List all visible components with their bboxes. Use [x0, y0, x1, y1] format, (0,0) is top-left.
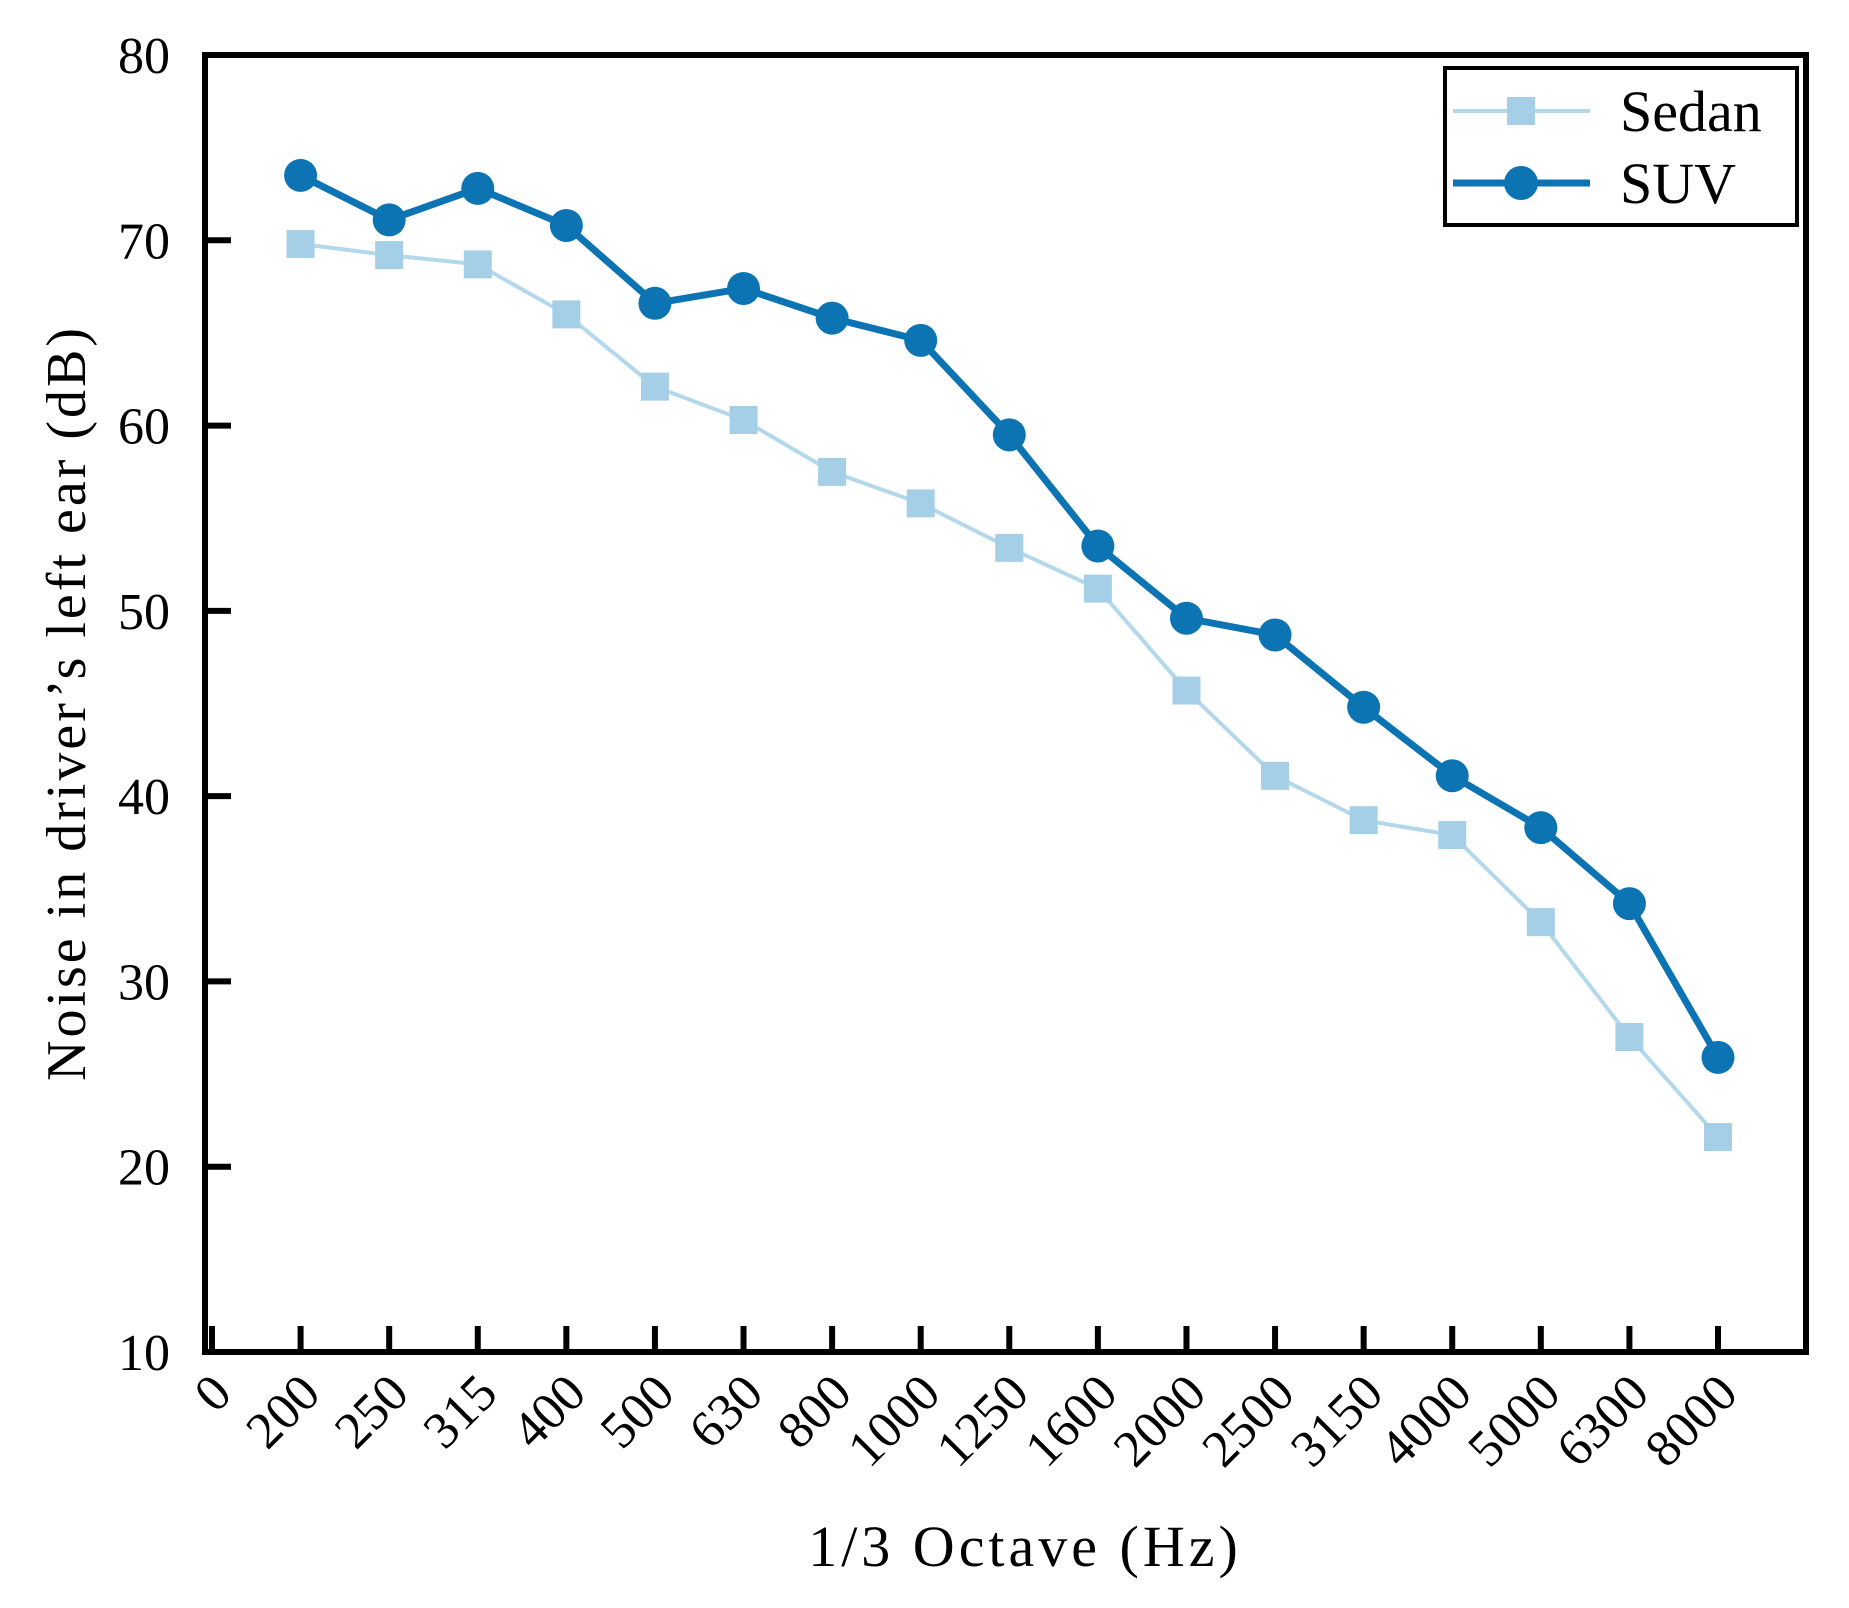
x-axis-title: 1/3 Octave (Hz) [808, 1514, 1242, 1579]
suv-marker-1250 [992, 418, 1026, 452]
x-tick-label-630: 630 [679, 1364, 774, 1459]
y-tick-label-10: 10 [118, 1325, 170, 1382]
sedan-marker-500 [640, 372, 669, 401]
data-series [284, 158, 1735, 1152]
suv-marker-250 [372, 203, 406, 237]
sedan-marker-2500 [1261, 761, 1290, 790]
sedan-marker-315 [463, 250, 492, 279]
sedan-marker-800 [818, 457, 847, 486]
sedan-square-marker-icon [1507, 97, 1535, 125]
sedan-series [286, 229, 1732, 1152]
suv-marker-2500 [1258, 618, 1292, 652]
suv-circle-marker-icon [1504, 166, 1538, 200]
suv-marker-2000 [1169, 601, 1203, 635]
legend-item-suv: SUV [1453, 151, 1736, 216]
x-tick-label-1600: 1600 [1015, 1364, 1129, 1478]
x-tick-label-1000: 1000 [837, 1364, 951, 1478]
y-tick-label-40: 40 [118, 769, 170, 826]
suv-marker-1000 [904, 323, 938, 357]
suv-legend-label: SUV [1620, 151, 1736, 216]
sedan-marker-4000 [1438, 821, 1467, 850]
suv-marker-1600 [1081, 529, 1115, 563]
sedan-marker-1000 [906, 489, 935, 518]
sedan-marker-250 [375, 241, 404, 270]
suv-marker-400 [549, 208, 583, 242]
legend-box [1443, 66, 1799, 227]
x-tick-label-315: 315 [413, 1364, 508, 1459]
suv-marker-200 [284, 158, 318, 192]
sedan-marker-630 [729, 406, 758, 435]
sedan-marker-400 [552, 300, 581, 329]
suv-marker-4000 [1435, 759, 1469, 793]
x-tick-label-1250: 1250 [926, 1364, 1040, 1478]
x-tick-label-500: 500 [590, 1364, 685, 1459]
y-tick-label-70: 70 [118, 213, 170, 270]
suv-marker-315 [461, 171, 495, 205]
x-tick-label-8000: 8000 [1635, 1364, 1749, 1478]
x-tick-label-6300: 6300 [1546, 1364, 1660, 1478]
sedan-marker-1600 [1083, 574, 1112, 603]
sedan-marker-5000 [1526, 908, 1555, 937]
x-tick-label-200: 200 [236, 1364, 331, 1459]
x-tick-label-3150: 3150 [1280, 1364, 1394, 1478]
sedan-marker-6300 [1615, 1023, 1644, 1052]
y-axis-ticks: 10 20 30 40 50 60 70 80 [118, 28, 231, 1382]
sedan-legend-label: Sedan [1620, 79, 1762, 144]
suv-marker-630 [727, 271, 761, 305]
x-tick-label-250: 250 [324, 1364, 419, 1459]
y-tick-label-80: 80 [118, 28, 170, 85]
sedan-marker-2000 [1172, 676, 1201, 705]
y-tick-label-20: 20 [118, 1140, 170, 1197]
suv-series [284, 158, 1735, 1074]
suv-marker-800 [815, 301, 849, 335]
x-tick-label-2000: 2000 [1103, 1364, 1217, 1478]
y-axis-title: Noise in driver’s left ear (dB) [36, 325, 98, 1081]
suv-marker-5000 [1524, 811, 1558, 845]
x-axis-ticks: 0200250315400500630800100012501600200025… [184, 1326, 1749, 1478]
sedan-line [300, 242, 1720, 1139]
sedan-marker-3150 [1349, 806, 1378, 835]
y-tick-label-50: 50 [118, 584, 170, 641]
legend: Sedan SUV [1443, 66, 1799, 227]
suv-line [299, 172, 1722, 1060]
suv-marker-500 [638, 286, 672, 320]
suv-marker-8000 [1701, 1040, 1735, 1074]
suv-marker-6300 [1612, 887, 1646, 921]
x-tick-label-400: 400 [501, 1364, 596, 1459]
plot-frame [202, 52, 1809, 1355]
x-tick-label-2500: 2500 [1192, 1364, 1306, 1478]
x-tick-label-4000: 4000 [1369, 1364, 1483, 1478]
legend-item-sedan: Sedan [1453, 79, 1762, 144]
y-tick-label-30: 30 [118, 954, 170, 1011]
suv-marker-3150 [1347, 690, 1381, 724]
x-tick-label-5000: 5000 [1457, 1364, 1571, 1478]
sedan-marker-200 [286, 229, 315, 258]
sedan-marker-8000 [1704, 1123, 1732, 1152]
y-tick-label-60: 60 [118, 399, 170, 456]
sedan-marker-1250 [995, 533, 1024, 562]
x-tick-label-0: 0 [184, 1364, 243, 1423]
